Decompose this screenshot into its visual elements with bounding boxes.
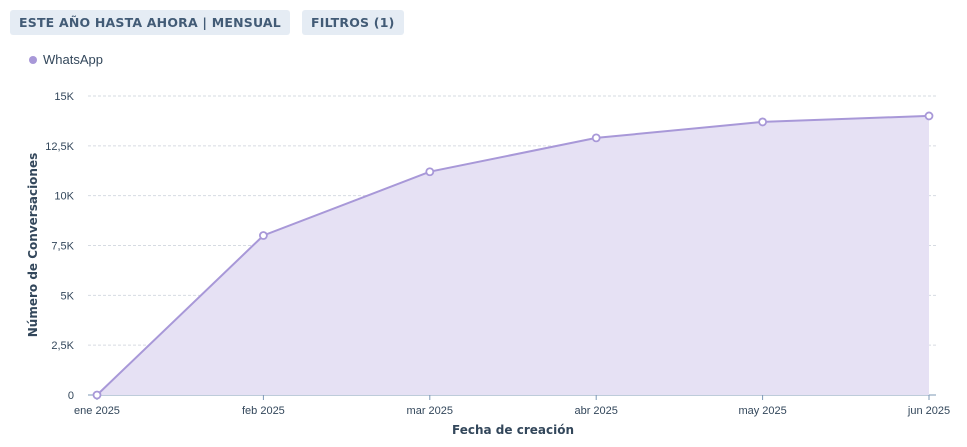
data-point[interactable] bbox=[758, 117, 767, 127]
y-tick-label: 5K bbox=[61, 290, 75, 302]
data-point[interactable] bbox=[92, 390, 102, 400]
legend-label-whatsapp: WhatsApp bbox=[43, 52, 103, 67]
legend-marker-whatsapp bbox=[29, 55, 37, 64]
filter-bar: ESTE AÑO HASTA AHORA | MENSUAL FILTROS (… bbox=[10, 10, 404, 35]
y-tick-label: 10K bbox=[54, 191, 74, 203]
filters-button[interactable]: FILTROS (1) bbox=[301, 10, 404, 35]
data-point[interactable] bbox=[591, 133, 601, 143]
data-points bbox=[92, 111, 934, 400]
y-tick-label: 7,5K bbox=[51, 241, 74, 253]
series-line-whatsapp bbox=[96, 114, 930, 396]
y-axis-title: Número de Conversaciones bbox=[26, 153, 40, 337]
chart-legend[interactable]: WhatsApp bbox=[29, 52, 103, 67]
x-tick-label: abr 2025 bbox=[574, 405, 617, 417]
date-range-filter-button[interactable]: ESTE AÑO HASTA AHORA | MENSUAL bbox=[10, 10, 290, 35]
y-tick-label: 0 bbox=[68, 390, 74, 402]
x-tick-label: jun 2025 bbox=[907, 405, 950, 417]
data-point[interactable] bbox=[258, 231, 268, 240]
data-point[interactable] bbox=[924, 111, 934, 121]
data-point[interactable] bbox=[425, 167, 435, 177]
x-tick-label: may 2025 bbox=[738, 405, 786, 417]
x-tick-label: mar 2025 bbox=[407, 405, 453, 417]
y-tick-label: 15K bbox=[54, 91, 74, 103]
x-axis-ticks: ene 2025 feb 2025 mar 2025 abr 2025 may 2025… bbox=[74, 395, 950, 417]
series-area-whatsapp bbox=[97, 115, 929, 396]
y-axis-ticks: 0 2,5K 5K 7,5K 10K 12,5K 15K bbox=[45, 91, 74, 402]
y-tick-label: 2,5K bbox=[51, 340, 74, 352]
x-tick-label: ene 2025 bbox=[74, 405, 120, 417]
x-axis-title: Fecha de creación bbox=[452, 423, 574, 437]
y-tick-label: 12,5K bbox=[45, 141, 74, 153]
x-tick-label: feb 2025 bbox=[242, 405, 285, 417]
